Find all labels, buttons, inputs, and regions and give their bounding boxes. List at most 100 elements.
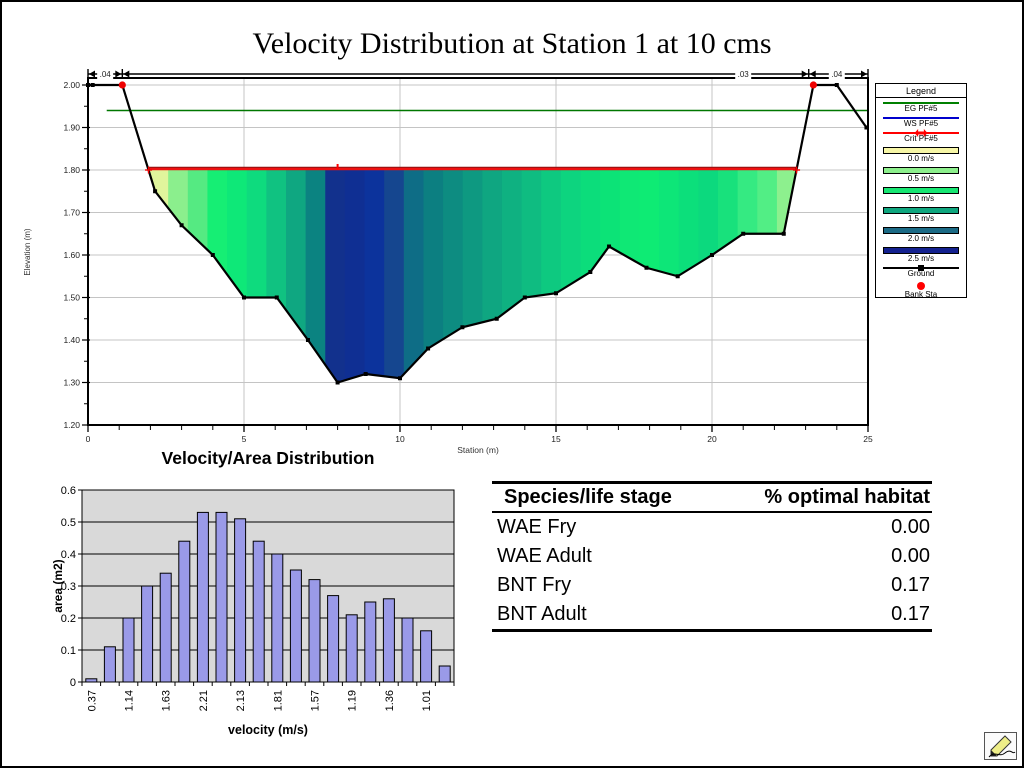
svg-text:0: 0 [70,677,76,689]
svg-text:1.01: 1.01 [421,690,433,711]
legend-item: 0.0 m/s [876,147,966,163]
bar [420,630,433,683]
band-swatch [883,147,959,154]
svg-text:0.37: 0.37 [86,690,98,711]
svg-text:1.30: 1.30 [63,378,80,388]
legend-item: WS PF#5 [876,117,966,128]
svg-text:2.21: 2.21 [198,690,210,711]
legend-item: 2.5 m/s [876,247,966,263]
bar [382,598,395,683]
bar [327,595,340,683]
legend-item-label: EG PF#5 [904,104,938,113]
legend-item: EG PF#5 [876,102,966,113]
svg-text:2.00: 2.00 [63,80,80,90]
legend-title: Legend [876,84,966,98]
svg-text:0.4: 0.4 [61,549,76,561]
legend-items: EG PF#5 WS PF#5 Crit PF#5 0.0 m/s 0.5 m/s 1.0… [876,102,966,299]
band-swatch [883,227,959,234]
svg-text:.04: .04 [100,70,112,79]
habitat-table: Species/life stage % optimal habitat WAE… [492,481,932,632]
svg-text:1.14: 1.14 [124,690,136,711]
legend-item-label: 0.0 m/s [907,154,935,163]
bar [401,617,414,683]
bar [234,518,247,683]
legend-item: 1.0 m/s [876,187,966,203]
habitat-table-body: WAE Fry 0.00 WAE Adult 0.00 BNT Fry 0.17 BNT A… [492,513,932,629]
legend-item-label: WS PF#5 [903,119,939,128]
bar-x-axis: 0.37 1.14 1.63 2.21 2.13 1.81 1.57 1.19 1.36 1.01 [81,682,455,711]
bar [141,585,154,683]
svg-text:.04: .04 [831,70,843,79]
bar [159,572,172,683]
svg-text:0.6: 0.6 [61,485,76,497]
svg-text:1.70: 1.70 [63,208,80,218]
habitat-value-cell: 0.00 [891,516,930,538]
bank-station-markers [118,81,818,174]
svg-text:10: 10 [395,434,405,444]
svg-text:0.3: 0.3 [61,581,76,593]
habitat-value-cell: 0.17 [891,574,930,596]
svg-text:0.1: 0.1 [61,645,76,657]
pencil-icon [988,735,1016,758]
legend-item: Ground [876,265,966,278]
velocity-area-chart: Velocity/Area Distribution 0 0.1 0.2 0.3 0.4 0… [51,444,482,754]
legend-item-label: Ground [907,269,935,278]
habitat-table-header: Species/life stage % optimal habitat [492,484,932,513]
svg-text:1.57: 1.57 [310,690,322,711]
legend-item: Bank Sta [876,282,966,299]
cross-section-canvas: 2.00 1.90 1.80 1.70 1.60 1.50 1.40 1.30 1.20 0 5 10… [23,68,873,455]
band-swatch [883,207,959,214]
plot-frame [87,77,869,426]
line-swatch [883,117,959,119]
svg-text:15: 15 [551,434,561,444]
legend-item: 0.5 m/s [876,167,966,183]
svg-text:2.13: 2.13 [235,690,247,711]
band-swatch [883,167,959,174]
legend-item-label: 0.5 m/s [907,174,935,183]
svg-text:5: 5 [242,434,247,444]
bar [438,665,451,683]
svg-text:1.36: 1.36 [384,690,396,711]
svg-text:1.81: 1.81 [272,690,284,711]
svg-text:1.20: 1.20 [63,420,80,430]
svg-text:1.60: 1.60 [63,250,80,260]
legend-item: 2.0 m/s [876,227,966,243]
edit-tool-button[interactable] [984,732,1017,760]
table-row: BNT Fry 0.17 [492,571,932,600]
legend-item: 1.5 m/s [876,207,966,223]
velocity-bands [148,170,797,383]
legend-item-label: 2.0 m/s [907,234,935,243]
bar-x-axis-label: velocity (m/s) [228,723,308,737]
axes: 2.00 1.90 1.80 1.70 1.60 1.50 1.40 1.30 1.20 0 5 10… [23,80,873,455]
svg-text:0.2: 0.2 [61,613,76,625]
svg-text:1.19: 1.19 [347,690,359,711]
svg-text:1.90: 1.90 [63,123,80,133]
svg-text:25: 25 [863,434,873,444]
bar [364,601,377,683]
species-cell: WAE Adult [497,545,592,567]
bar [196,511,209,683]
crit-arrow-icon [914,129,928,137]
svg-text:0: 0 [86,434,91,444]
band-swatch [883,187,959,194]
bars [85,511,451,683]
legend-item-label: 1.5 m/s [907,214,935,223]
species-cell: BNT Adult [497,603,587,625]
bar [271,553,284,683]
svg-text:20: 20 [707,434,717,444]
band-swatch [883,247,959,254]
cross-section-plot: 2.00 1.90 1.80 1.70 1.60 1.50 1.40 1.30 1.20 0 5 10… [18,60,878,462]
mannings-n-annotation: .04 .03 .04 [87,68,869,79]
habitat-header-species: Species/life stage [504,486,672,508]
habitat-value-cell: 0.00 [891,545,930,567]
species-cell: BNT Fry [497,574,572,596]
habitat-header-percent: % optimal habitat [764,486,930,508]
table-row: WAE Fry 0.00 [492,513,932,542]
bar [178,540,191,683]
svg-text:.03: .03 [738,70,750,79]
bar [215,511,228,683]
bar [252,540,265,683]
legend-item: Crit PF#5 [876,129,966,143]
x-axis-label: Station (m) [457,445,499,455]
svg-text:1.40: 1.40 [63,335,80,345]
